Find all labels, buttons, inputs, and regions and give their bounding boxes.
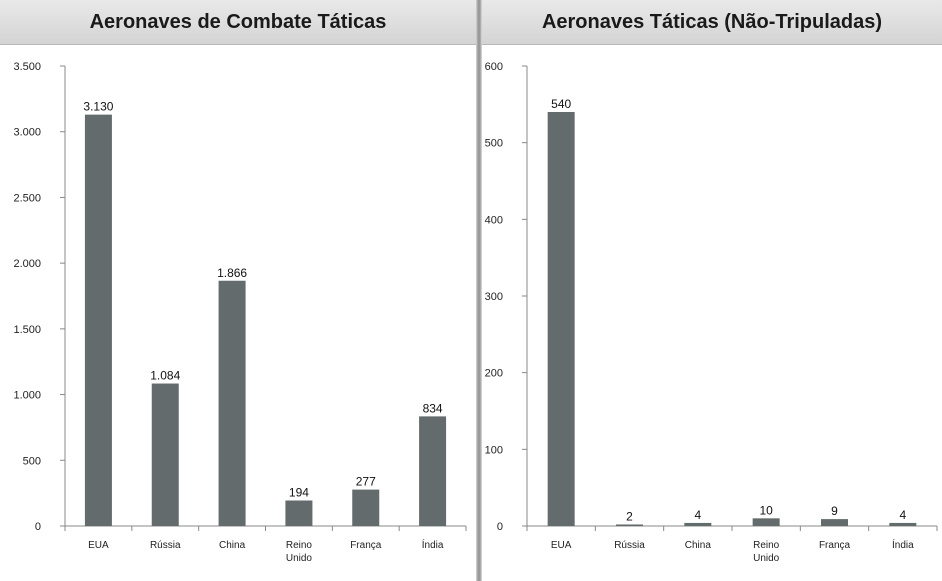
data-label: 834 [423, 401, 443, 415]
x-tick-label: Índia [422, 538, 444, 551]
y-tick-label: 500 [23, 455, 41, 467]
data-label: 194 [289, 486, 309, 500]
y-tick-label: 600 [485, 61, 503, 73]
y-tick-label: 2.500 [13, 192, 41, 204]
chart-title: Aeronaves Táticas (Não-Tripuladas) [482, 0, 942, 45]
x-tick-label: EUA [551, 540, 572, 551]
bar [419, 416, 447, 526]
chart-unmanned-aircraft: 0 100 200 300 400 500 600 540 EUA 2 Rússia 4 China 10… [485, 61, 938, 564]
bar [151, 383, 179, 526]
y-tick-label: 3.000 [13, 127, 41, 139]
y-tick-label: 100 [485, 444, 503, 456]
data-label: 9 [831, 504, 838, 518]
chart-panel-unmanned: Aeronaves Táticas (Não-Tripuladas) 0 100 2… [482, 0, 942, 581]
x-tick-label: Rússia [614, 540, 645, 551]
x-tick-label: China [219, 540, 246, 551]
bar [821, 519, 848, 526]
y-tick-label: 400 [485, 214, 503, 226]
x-tick-label: Índia [892, 538, 914, 551]
data-label: 4 [694, 508, 701, 522]
data-label: 4 [899, 508, 906, 522]
x-tick-label: Reino Unido [286, 540, 313, 564]
y-tick-label: 1.000 [13, 390, 41, 402]
bar [285, 500, 313, 526]
y-tick-label: 1.500 [13, 324, 41, 336]
bar [752, 518, 780, 526]
y-tick-label: 500 [485, 138, 503, 150]
bar [218, 280, 246, 526]
x-tick-label: EUA [88, 540, 109, 551]
bar [684, 522, 712, 526]
y-tick-label: 3.500 [13, 61, 41, 73]
x-tick-label: Reino Unido [753, 540, 780, 564]
bar [84, 114, 112, 526]
data-label: 1.084 [150, 369, 180, 383]
data-label: 2 [626, 509, 633, 523]
data-label: 540 [551, 97, 571, 111]
chart-combat-aircraft: 0 500 1.000 1.500 2.000 2.500 3.000 3.500 3.130 E… [13, 61, 467, 564]
panel-divider [476, 0, 482, 581]
bar [889, 522, 917, 526]
data-label: 277 [356, 475, 376, 489]
data-label: 3.130 [83, 100, 113, 114]
chart-panel-combat: Aeronaves de Combate Táticas 0 500 1.000 1.… [0, 0, 476, 564]
bar [352, 489, 380, 526]
y-tick-label: 0 [35, 521, 41, 533]
bar [616, 524, 643, 526]
x-tick-label: Rússia [150, 540, 181, 551]
data-label: 1.866 [217, 266, 247, 280]
y-tick-label: 200 [485, 368, 503, 380]
y-tick-label: 300 [485, 291, 503, 303]
data-label: 10 [759, 503, 773, 517]
chart-title: Aeronaves de Combate Táticas [0, 0, 476, 45]
y-tick-label: 0 [497, 521, 503, 533]
y-tick-label: 2.000 [13, 258, 41, 270]
x-tick-label: China [685, 540, 712, 551]
bar [547, 112, 575, 526]
x-tick-label: França [350, 540, 382, 551]
x-tick-label: França [819, 540, 851, 551]
